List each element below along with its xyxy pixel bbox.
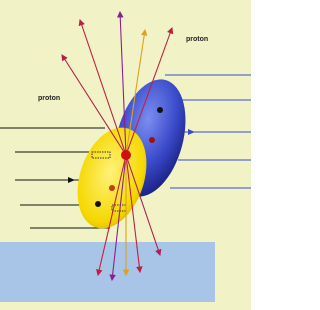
page: proton proton (() => { const data = JSON…	[0, 0, 251, 310]
proton-label: proton	[186, 36, 208, 43]
collision-point	[121, 150, 131, 160]
quark	[149, 137, 155, 143]
diagram: proton proton	[0, 0, 251, 310]
proton-label: proton	[38, 95, 60, 102]
quark	[157, 107, 163, 113]
quark	[95, 201, 101, 207]
quark	[109, 185, 115, 191]
bottom-panel	[0, 242, 215, 302]
